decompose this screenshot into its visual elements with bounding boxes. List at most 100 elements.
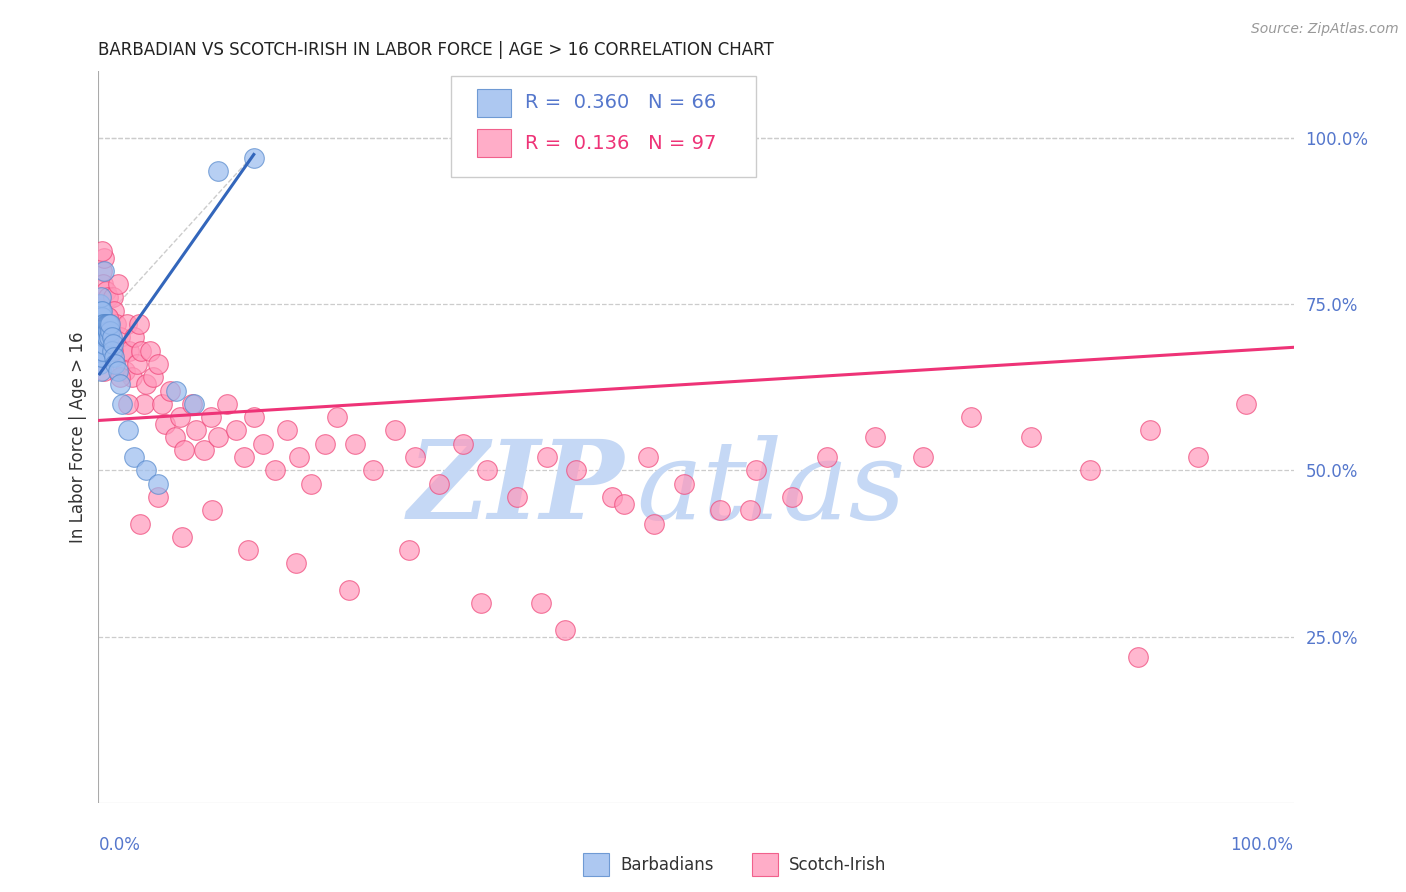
Point <box>91 317 114 331</box>
Point <box>101 290 124 304</box>
Point <box>207 164 229 178</box>
Point <box>288 450 311 464</box>
Point <box>101 343 124 358</box>
Point <box>200 410 222 425</box>
Point <box>643 516 665 531</box>
Point <box>1080 463 1102 477</box>
Point <box>97 290 120 304</box>
Point <box>554 623 576 637</box>
Text: ZIP: ZIP <box>408 434 624 542</box>
Point <box>91 343 114 358</box>
Point <box>159 384 181 398</box>
Point <box>344 436 367 450</box>
Point <box>91 264 114 278</box>
Point <box>98 330 121 344</box>
Point <box>148 476 170 491</box>
Point <box>148 357 170 371</box>
Point <box>284 557 307 571</box>
Point <box>129 516 152 531</box>
Point <box>404 450 426 464</box>
Point <box>94 317 117 331</box>
Point <box>90 363 112 377</box>
Point <box>98 317 122 331</box>
Point <box>276 424 298 438</box>
Point <box>91 317 114 331</box>
Text: Scotch-Irish: Scotch-Irish <box>789 855 886 873</box>
Text: BARBADIAN VS SCOTCH-IRISH IN LABOR FORCE | AGE > 16 CORRELATION CHART: BARBADIAN VS SCOTCH-IRISH IN LABOR FORCE… <box>98 41 775 59</box>
Point <box>89 337 111 351</box>
Point <box>93 251 115 265</box>
Point <box>108 370 131 384</box>
Point <box>637 450 659 464</box>
Point <box>103 351 125 365</box>
Point <box>602 490 624 504</box>
Point <box>98 317 121 331</box>
Point <box>780 490 803 504</box>
Point <box>131 343 153 358</box>
Y-axis label: In Labor Force | Age > 16: In Labor Force | Age > 16 <box>69 331 87 543</box>
Point <box>93 363 115 377</box>
Point <box>115 317 138 331</box>
Point <box>911 450 934 464</box>
Point <box>363 463 385 477</box>
Point <box>960 410 983 425</box>
Point <box>738 503 761 517</box>
Point <box>91 337 114 351</box>
Point <box>97 317 120 331</box>
Point <box>117 397 139 411</box>
Point <box>427 476 450 491</box>
Point <box>475 463 498 477</box>
Point <box>97 310 120 325</box>
Point <box>135 376 157 391</box>
Point <box>506 490 529 504</box>
Point <box>111 397 134 411</box>
Point <box>91 303 114 318</box>
Point <box>315 436 337 450</box>
Point <box>114 363 136 377</box>
Point <box>243 410 266 425</box>
Point <box>90 351 112 365</box>
Point <box>172 530 194 544</box>
Point <box>100 343 122 358</box>
Point <box>155 417 177 431</box>
Point <box>565 463 588 477</box>
Point <box>108 376 131 391</box>
Point <box>233 450 256 464</box>
Text: 100.0%: 100.0% <box>1230 836 1294 854</box>
Point <box>94 284 117 298</box>
Point <box>96 317 118 331</box>
Point <box>236 543 259 558</box>
Point <box>107 277 129 292</box>
Point <box>142 370 165 384</box>
Point <box>180 397 202 411</box>
Point <box>815 450 838 464</box>
Point <box>673 476 696 491</box>
Point <box>451 436 474 450</box>
Point <box>93 324 115 338</box>
Point <box>91 330 114 344</box>
Point <box>90 330 112 344</box>
Text: atlas: atlas <box>637 434 905 542</box>
Point <box>118 343 141 358</box>
Point <box>93 330 115 344</box>
Point <box>536 450 558 464</box>
Point <box>299 476 322 491</box>
FancyBboxPatch shape <box>477 129 510 157</box>
Point <box>89 351 111 365</box>
Text: 0.0%: 0.0% <box>98 836 141 854</box>
Point <box>326 410 349 425</box>
Point <box>125 357 148 371</box>
Point <box>169 410 191 425</box>
Point <box>745 463 768 477</box>
Point <box>117 424 139 438</box>
Point <box>89 343 111 358</box>
Point <box>90 310 112 325</box>
Point <box>93 264 115 278</box>
Point <box>91 330 114 344</box>
Point <box>98 324 122 338</box>
Point <box>91 324 114 338</box>
Point <box>97 324 120 338</box>
Point <box>108 330 131 344</box>
Point <box>96 324 118 338</box>
Point <box>101 337 124 351</box>
